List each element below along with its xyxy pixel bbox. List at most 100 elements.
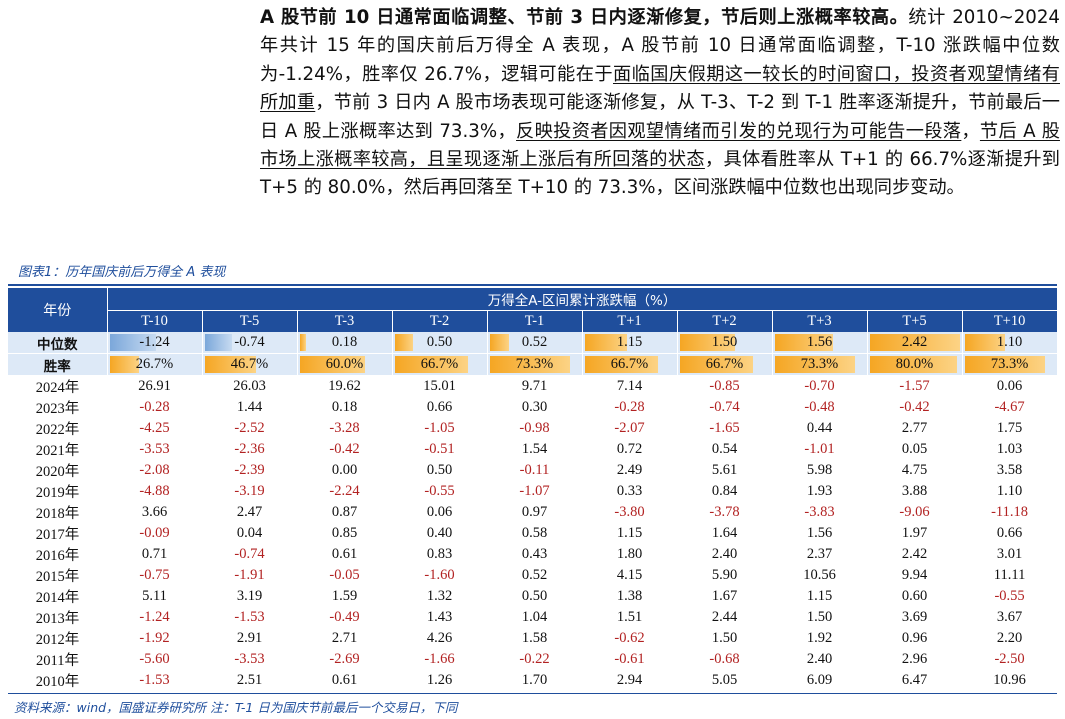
figure-title: 图表1：历年国庆前后万得全 A 表现 [18,265,226,280]
return-cell: 4.15 [582,565,677,586]
return-cell: -0.68 [677,649,772,670]
paragraph-text-2: ，节前 3 日内 A 股市场表现可能逐渐修复，从 T-3、T-2 到 T-1 胜… [260,92,1060,142]
return-cell: -1.53 [202,607,297,628]
column-header-row: T-10 T-5 T-3 T-2 T-1 T+1 T+2 T+3 T+5 T+10 [8,310,1058,332]
return-cell: 0.72 [582,439,677,460]
return-cell: 0.61 [297,544,392,565]
return-cell: -0.48 [772,397,867,418]
return-cell: -1.91 [202,565,297,586]
column-header: T-3 [297,310,393,332]
year-label: 2011年 [8,649,107,670]
return-cell: -0.09 [107,523,202,544]
return-cell: 0.43 [487,544,582,565]
return-cell: 3.69 [867,607,962,628]
year-label: 2015年 [8,565,107,586]
median-bar [204,334,233,351]
table-row: 2024年 26.91 26.03 19.62 15.01 9.71 7.14 -0.85 -0… [8,375,1058,397]
return-cell: 2.96 [867,649,962,670]
return-cell: 2.40 [677,544,772,565]
return-cell: 2.91 [202,628,297,649]
return-cell: 1.38 [582,586,677,607]
median-value: 1.10 [996,334,1023,350]
column-header: T-10 [107,310,203,332]
median-bar [964,334,1006,351]
return-cell: 3.19 [202,586,297,607]
table-row: 2021年 -3.53 -2.36 -0.42 -0.51 1.54 0.72 0.54 -1.… [8,439,1058,460]
return-cell: -2.36 [202,439,297,460]
median-value: -0.74 [234,334,265,350]
column-header: T+2 [677,310,773,332]
return-cell: 10.56 [772,565,867,586]
return-cell: -0.70 [772,375,867,397]
return-cell: -0.55 [962,586,1058,607]
winrate-value: 46.7% [230,356,269,372]
return-cell: -1.92 [107,628,202,649]
winrate-value: 26.7% [135,356,174,372]
table-row: 2022年 -4.25 -2.52 -3.28 -1.05 -0.98 -2.07 -1.65… [8,418,1058,439]
return-cell: -9.06 [867,502,962,523]
winrate-bar [489,356,570,373]
winrate-cell: 73.3% [772,353,868,376]
return-cell: -3.83 [772,502,867,523]
return-cell: 1.93 [772,481,867,502]
column-header: T-5 [202,310,298,332]
return-cell: 0.06 [962,375,1058,397]
year-label: 2016年 [8,544,107,565]
return-cell: 4.26 [392,628,487,649]
table-row: 2013年 -1.24 -1.53 -0.49 1.43 1.04 1.51 2.44 1.50… [8,607,1058,628]
table-row: 2010年 -1.53 2.51 0.61 1.26 1.70 2.94 5.05 6.09 6.… [8,670,1058,691]
return-cell: 2.94 [582,670,677,691]
winrate-value: 66.7% [705,356,744,372]
return-cell: -5.60 [107,649,202,670]
winrate-bar [869,356,958,373]
median-cell: 0.52 [487,332,583,354]
return-cell: 0.18 [297,397,392,418]
return-cell: -0.49 [297,607,392,628]
winrate-bar [679,356,753,373]
return-cell: 0.84 [677,481,772,502]
return-cell: 10.96 [962,670,1058,691]
return-cell: -2.39 [202,460,297,481]
return-cell: 0.44 [772,418,867,439]
return-cell: 2.71 [297,628,392,649]
return-cell: -3.28 [297,418,392,439]
winrate-cell: 80.0% [867,353,963,376]
median-value: 0.50 [426,334,453,350]
paragraph-underline-2: 反映投资者因观望情绪而引发的兑现行为可能告一段落 [516,120,962,142]
winrate-bar [964,356,1046,373]
year-label: 2024年 [8,375,107,397]
winrate-row: 胜率 26.7% 46.7% 60.0% 66.7% 73.3% 66.7% 66.7% 73… [8,353,1058,376]
winrate-bar [299,356,366,373]
table-bottom-rule [8,693,1057,694]
return-cell: -0.42 [867,397,962,418]
return-cell: -0.11 [487,460,582,481]
return-cell: 1.44 [202,397,297,418]
return-cell: 0.50 [392,460,487,481]
return-cell: -0.74 [202,544,297,565]
return-cell: 2.49 [582,460,677,481]
return-cell: 0.66 [392,397,487,418]
median-bar [299,334,307,351]
return-cell: 1.32 [392,586,487,607]
return-cell: 2.42 [867,544,962,565]
return-cell: 5.90 [677,565,772,586]
median-cell: 2.42 [867,332,963,354]
return-cell: 4.75 [867,460,962,481]
table-body: 中位数 -1.24 -0.74 0.18 0.50 0.52 1.15 1.50 1.56 2.… [8,332,1058,691]
return-cell: -0.62 [582,628,677,649]
winrate-cell: 66.7% [677,353,773,376]
return-cell: -1.53 [107,670,202,691]
return-cell: -0.28 [107,397,202,418]
year-label: 2023年 [8,397,107,418]
return-cell: 1.97 [867,523,962,544]
winrate-bar [774,356,855,373]
column-header: T+1 [582,310,678,332]
return-cell: -1.66 [392,649,487,670]
median-cell: 1.56 [772,332,868,354]
return-cell: 0.71 [107,544,202,565]
median-bar [489,334,509,351]
median-cell: 1.15 [582,332,678,354]
return-cell: 1.51 [582,607,677,628]
winrate-cell: 66.7% [392,353,488,376]
paragraph-text-3: ， [961,120,980,142]
